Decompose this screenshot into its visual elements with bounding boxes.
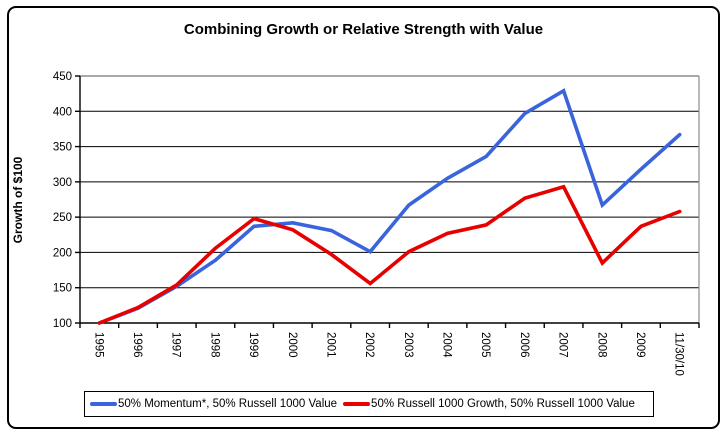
y-tick-label: 100 [53, 318, 72, 330]
chart-title: Combining Growth or Relative Strength wi… [183, 21, 544, 38]
legend-swatch-blue [90, 402, 117, 406]
legend-label-momentum-value: 50% Momentum*, 50% Russell 1000 Value [118, 398, 338, 410]
y-tick-label: 200 [53, 247, 72, 259]
x-tick-label: 2003 [402, 332, 414, 358]
x-tick-label: 1996 [131, 332, 143, 358]
x-tick-label: 1999 [247, 332, 259, 358]
x-tick-label: 1998 [208, 332, 220, 358]
legend-swatch-red [343, 402, 371, 406]
x-tick-label: 2000 [286, 332, 298, 358]
x-tick-label: 2005 [479, 332, 491, 358]
x-tick-label: 2002 [363, 332, 375, 358]
y-tick-label: 150 [53, 283, 72, 295]
x-tick-label: 2007 [557, 332, 569, 358]
x-tick-label: 1997 [170, 332, 182, 358]
x-tick-label: 2009 [634, 332, 646, 358]
y-tick-label: 350 [53, 142, 72, 154]
legend: 50% Momentum*, 50% Russell 1000 Value 50… [84, 391, 654, 417]
x-tick-label: 11/30/10 [673, 332, 685, 376]
x-tick-label: 1995 [92, 332, 104, 358]
y-tick-label: 400 [53, 106, 72, 118]
y-tick-label: 450 [53, 71, 72, 83]
y-tick-label: 250 [53, 212, 72, 224]
x-tick-label: 2001 [324, 332, 336, 358]
x-tick-label: 2006 [518, 332, 530, 358]
legend-item-momentum-value: 50% Momentum*, 50% Russell 1000 Value [90, 398, 337, 410]
legend-item-growth-value: 50% Russell 1000 Growth, 50% Russell 100… [343, 398, 635, 410]
x-tick-label: 2004 [441, 332, 453, 358]
y-tick-label: 300 [53, 177, 72, 189]
series-line-0 [97, 88, 682, 325]
x-tick-label: 2008 [595, 332, 607, 358]
series-line-1 [97, 184, 682, 325]
legend-label-growth-value: 50% Russell 1000 Growth, 50% Russell 100… [371, 398, 635, 410]
